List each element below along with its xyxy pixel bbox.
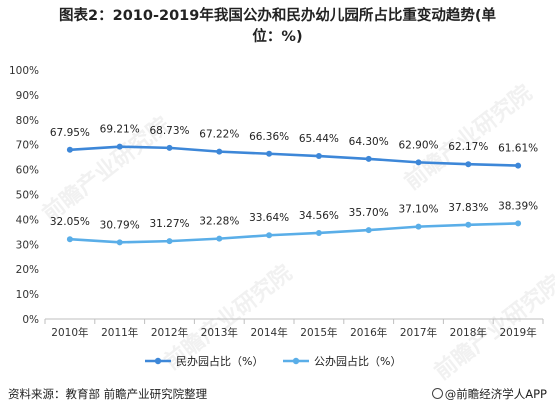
data-point [315, 153, 322, 160]
data-point [365, 155, 372, 162]
series-line-1 [68, 145, 520, 167]
data-point [166, 144, 173, 151]
y-tick-label: 40% [16, 214, 39, 226]
x-tick-label: 2018年 [450, 326, 487, 339]
brand-credit: @前瞻经济学人APP [431, 386, 547, 402]
y-tick-label: 90% [16, 90, 39, 102]
x-tick-label: 2011年 [101, 326, 138, 339]
data-point [515, 220, 522, 227]
data-point [465, 161, 472, 168]
data-label: 37.83% [448, 202, 488, 214]
data-point [365, 227, 372, 234]
data-label: 35.70% [349, 207, 389, 219]
series-line-2 [68, 222, 520, 244]
source-note: 资料来源：教育部 前瞻产业研究院整理 [8, 387, 208, 401]
brand-logo-icon [431, 388, 443, 399]
data-label: 65.44% [299, 133, 339, 145]
data-point [266, 150, 273, 157]
data-point [116, 143, 123, 150]
y-tick-label: 30% [16, 239, 39, 251]
data-label: 69.21% [100, 124, 140, 136]
data-point [465, 221, 472, 228]
data-label: 62.17% [448, 141, 488, 153]
data-point [315, 229, 322, 236]
x-tick-label: 2017年 [400, 326, 437, 339]
data-label: 31.27% [149, 218, 189, 230]
chart-title: 图表2：2010-2019年我国公办和民办幼儿园所占比重变动趋势(单 位：%) [0, 6, 555, 48]
data-label: 62.90% [398, 139, 438, 151]
chart-title-line-2: 位：%) [252, 29, 303, 45]
x-tick-label: 2012年 [151, 326, 188, 339]
data-point [66, 236, 73, 243]
y-tick-label: 20% [16, 264, 39, 276]
data-label: 61.61% [498, 143, 538, 155]
data-label: 67.22% [199, 129, 239, 141]
chart-title-line-1: 图表2：2010-2019年我国公办和民办幼儿园所占比重变动趋势(单 [59, 8, 496, 24]
x-tick-label: 2013年 [201, 326, 238, 339]
brand-text: @前瞻经济学人APP [444, 387, 547, 401]
data-label: 32.05% [50, 216, 90, 228]
data-point [66, 146, 73, 153]
legend-label-2: 公办园占比（%） [314, 354, 401, 368]
data-label: 37.10% [398, 204, 438, 216]
x-tick-label: 2015年 [300, 326, 337, 339]
data-label: 66.36% [249, 131, 289, 143]
x-tick-label: 2014年 [250, 326, 287, 339]
legend-marker-1 [154, 357, 162, 365]
y-tick-label: 70% [16, 140, 39, 152]
data-label: 33.64% [249, 212, 289, 224]
data-point [415, 223, 422, 230]
x-tick-label: 2010年 [51, 326, 88, 339]
data-label: 64.30% [349, 136, 389, 148]
legend-marker-2 [292, 357, 300, 365]
y-tick-label: 50% [16, 190, 39, 202]
data-label: 32.28% [199, 216, 239, 228]
data-label: 34.56% [299, 210, 339, 222]
y-tick-label: 80% [16, 115, 39, 127]
data-point [415, 159, 422, 166]
data-point [216, 235, 223, 242]
data-point [116, 239, 123, 246]
x-tick-label: 2016年 [350, 326, 387, 339]
data-label: 30.79% [100, 219, 140, 231]
data-label: 67.95% [50, 127, 90, 139]
data-label: 68.73% [149, 125, 189, 137]
data-label: 38.39% [498, 200, 538, 212]
x-tick-label: 2019年 [499, 326, 536, 339]
data-point [266, 232, 273, 239]
y-tick-label: 0% [22, 314, 39, 326]
data-point [166, 238, 173, 245]
legend-label-1: 民办园占比（%） [176, 354, 263, 368]
y-tick-label: 60% [16, 165, 39, 177]
data-point [216, 148, 223, 155]
y-tick-label: 10% [16, 289, 39, 301]
data-point [515, 162, 522, 169]
y-tick-label: 100% [9, 65, 39, 77]
